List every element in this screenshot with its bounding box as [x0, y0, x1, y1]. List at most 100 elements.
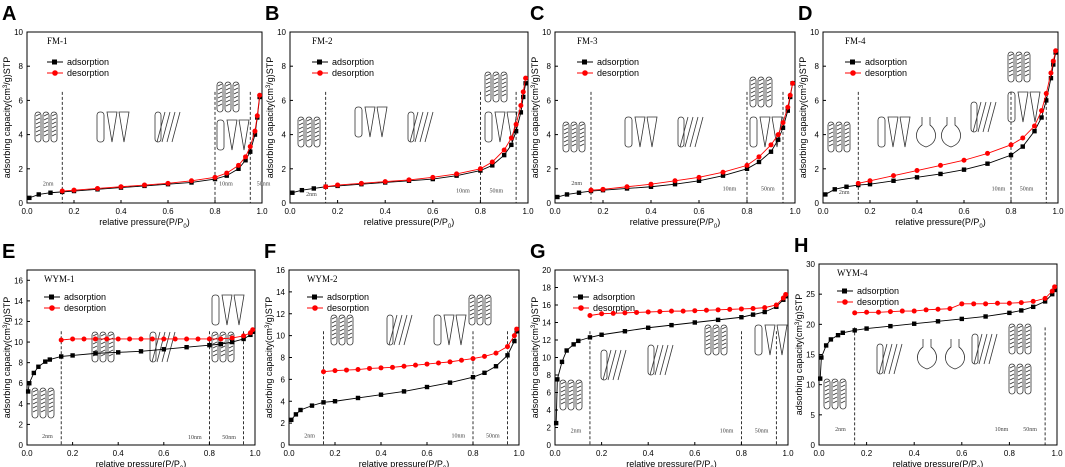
data-point-adsorption	[523, 81, 528, 86]
y-tick-label: 6	[547, 96, 552, 105]
data-point-adsorption	[844, 184, 849, 189]
x-axis-label-main: relative pressure(P/P	[626, 459, 710, 467]
pore-hatch-line	[705, 326, 711, 330]
pore-hatch-line	[298, 118, 304, 122]
panel-C: C 0.0 0.2 0.4 0.6 0.8 1.0 0 2 4 6 8 10 relative press…	[530, 3, 801, 230]
data-point-adsorption	[935, 319, 941, 324]
data-point-adsorption	[564, 348, 569, 353]
data-point-desorption	[1006, 300, 1012, 306]
pore-hatch-line	[51, 125, 57, 129]
pore-hatch-line	[840, 384, 846, 388]
pore-cone-shape	[759, 116, 771, 148]
pore-hatch-line	[579, 123, 585, 127]
pore-hatch-line	[40, 393, 46, 397]
y-tick-label: 6	[19, 96, 24, 105]
pore-hatch-line	[1017, 341, 1023, 345]
data-point-adsorption	[447, 380, 453, 385]
series-line-desorption	[323, 328, 518, 373]
y-axis-label: adsorbing capacity(cm3/g)STP	[265, 57, 275, 178]
data-point-desorption	[118, 184, 124, 190]
pore-hatch-line	[100, 345, 106, 349]
pore-tube-shape	[42, 111, 50, 143]
pore-slit-line	[403, 314, 413, 346]
pore-hatch-line	[108, 345, 114, 349]
pore-tube-shape	[749, 76, 757, 108]
pore-slit-line	[393, 314, 403, 346]
pore-slit-line	[166, 111, 176, 143]
pore-hatch-line	[766, 94, 772, 98]
pore-hatch-line	[48, 389, 54, 393]
legend-label: desorption	[64, 303, 106, 313]
pore-hatch-line	[35, 117, 41, 121]
pore-schematic-icon	[211, 294, 245, 326]
data-point-adsorption	[1031, 304, 1036, 310]
panel-letter: E	[2, 241, 15, 263]
pore-hatch-line	[832, 384, 838, 388]
pore-hatch-line	[750, 98, 756, 102]
pore-hatch-line	[705, 338, 711, 342]
data-point-adsorption	[692, 320, 697, 325]
pore-schematic-icon	[562, 121, 586, 153]
x-tick-label: 0.4	[909, 449, 921, 458]
y-axis-label-sup: 3	[3, 84, 9, 88]
pore-hatch-line	[48, 397, 54, 401]
pore-hatch-line	[844, 143, 850, 147]
pore-hatch-line	[51, 129, 57, 133]
pore-tube-shape	[338, 314, 346, 346]
data-point-adsorption	[490, 163, 495, 168]
pore-hatch-line	[721, 326, 727, 330]
data-point-adsorption	[576, 190, 582, 195]
pore-hatch-line	[477, 296, 483, 300]
pore-hatch-line	[477, 304, 483, 308]
pore-tube-shape	[831, 378, 839, 410]
pore-schematic-icon	[149, 331, 176, 363]
series-line-desorption	[325, 78, 527, 188]
pore-hatch-line	[92, 345, 98, 349]
pore-schematic-icon	[31, 387, 55, 419]
y-tick-label: 14	[542, 319, 551, 328]
pore-cone-shape	[238, 119, 250, 151]
pore-hatch-line	[836, 131, 842, 135]
pore-hatch-line	[766, 98, 772, 102]
data-point-desorption	[115, 336, 121, 342]
pore-hatch-line	[1025, 365, 1031, 369]
y-tick-label: 10	[542, 354, 551, 363]
pore-hatch-line	[828, 127, 834, 131]
pore-schematic-icon	[823, 378, 847, 410]
data-point-desorption	[229, 335, 235, 341]
x-tick-label: 0.4	[643, 449, 655, 458]
pore-hatch-line	[766, 86, 772, 90]
y-axis-label-post: /g)STP	[530, 57, 540, 85]
pore-hatch-line	[469, 300, 475, 304]
pore-hatch-line	[758, 98, 764, 102]
pore-hatch-line	[1016, 61, 1022, 65]
data-point-adsorption	[241, 336, 246, 342]
data-point-adsorption	[293, 412, 299, 417]
pore-schematic-icon	[941, 117, 961, 148]
x-tick-label: 0.0	[21, 207, 33, 216]
pore-hatch-line	[331, 316, 337, 320]
y-tick-label: 10	[277, 28, 286, 37]
pore-size-label: 2nm	[304, 434, 315, 440]
pore-hatch-line	[1017, 373, 1023, 377]
legend-label: adsorption	[865, 57, 907, 67]
legend-marker	[578, 294, 583, 300]
pore-tube-shape	[1007, 51, 1015, 83]
x-axis-label-end: )	[451, 217, 454, 227]
pore-slit-line	[977, 101, 987, 133]
data-point-adsorption	[184, 345, 189, 350]
pore-schematic-icon	[945, 339, 965, 370]
data-point-desorption	[756, 154, 762, 160]
data-point-adsorption	[243, 158, 248, 163]
pore-hatch-line	[314, 134, 320, 138]
pore-hatch-line	[347, 316, 353, 320]
pore-cone-shape	[776, 324, 788, 356]
panel-letter: B	[265, 3, 279, 25]
sample-name-label: FM-4	[845, 36, 866, 46]
pore-hatch-line	[758, 90, 764, 94]
pore-hatch-line	[1009, 381, 1015, 385]
pore-hatch-line	[40, 409, 46, 413]
pore-schematic-icon	[468, 294, 492, 326]
pore-hatch-line	[721, 330, 727, 334]
pore-tube-shape	[1008, 363, 1016, 395]
